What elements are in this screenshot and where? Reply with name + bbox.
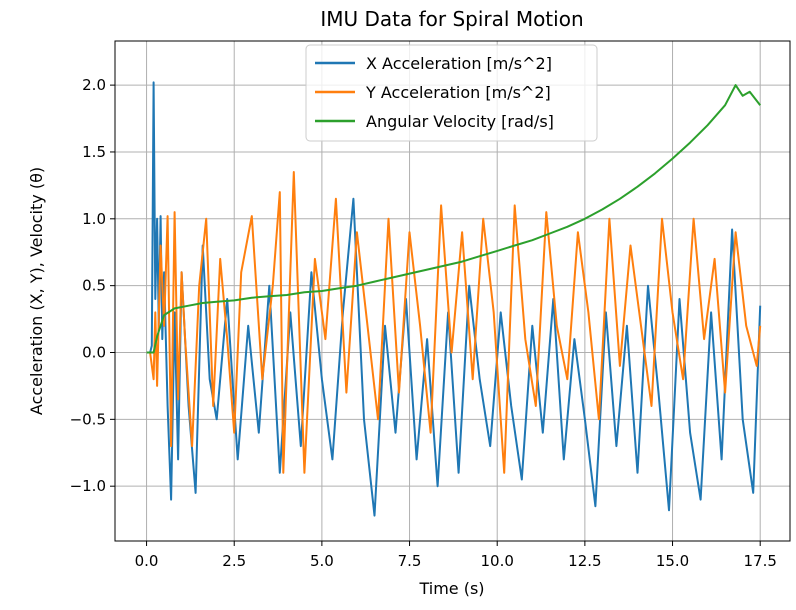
- y-axis-label: Acceleration (X, Y), Velocity (θ): [27, 167, 46, 415]
- y-tick-label: 1.5: [82, 143, 106, 161]
- x-axis-label: Time (s): [418, 579, 484, 598]
- y-tick-label: −1.0: [70, 477, 106, 495]
- x-tick-label: 7.5: [398, 552, 422, 570]
- legend-label-y-acceleration: Y Acceleration [m/s^2]: [365, 83, 551, 102]
- ticks: 0.0 2.5 5.0 7.5 10.0 12.5 15.0 17.5 −1.0 −0.5 0.0 0…: [70, 76, 777, 570]
- x-tick-label: 0.0: [135, 552, 159, 570]
- legend-label-x-acceleration: X Acceleration [m/s^2]: [366, 54, 552, 73]
- x-tick-label: 5.0: [310, 552, 334, 570]
- y-tick-label: 2.0: [82, 76, 106, 94]
- y-tick-label: −0.5: [70, 410, 106, 428]
- plot-frame: [114, 40, 791, 542]
- series-line-y-acceleration: [146, 171, 762, 474]
- x-tick-label: 2.5: [222, 552, 246, 570]
- legend-label-angular-velocity: Angular Velocity [rad/s]: [366, 112, 554, 131]
- series-lines: [146, 81, 762, 517]
- x-tick-label: 15.0: [656, 552, 689, 570]
- x-tick-label: 10.0: [481, 552, 514, 570]
- series-line-angular-velocity: [146, 84, 761, 354]
- x-tick-label: 17.5: [743, 552, 776, 570]
- legend-box: [305, 44, 598, 142]
- legend: X Acceleration [m/s^2] Y Acceleration [m…: [305, 44, 598, 142]
- x-tick-label: 12.5: [568, 552, 601, 570]
- y-tick-label: 0.5: [82, 277, 106, 295]
- y-tick-label: 0.0: [82, 343, 106, 361]
- y-tick-label: 1.0: [82, 210, 106, 228]
- chart-title: IMU Data for Spiral Motion: [320, 7, 583, 31]
- series-line-x-acceleration: [146, 81, 762, 517]
